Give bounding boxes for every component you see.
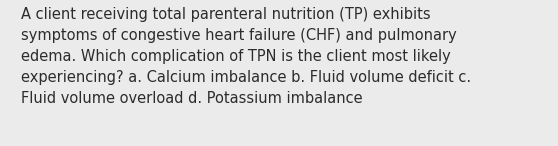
Text: A client receiving total parenteral nutrition (TP) exhibits
symptoms of congesti: A client receiving total parenteral nutr… xyxy=(21,7,471,106)
